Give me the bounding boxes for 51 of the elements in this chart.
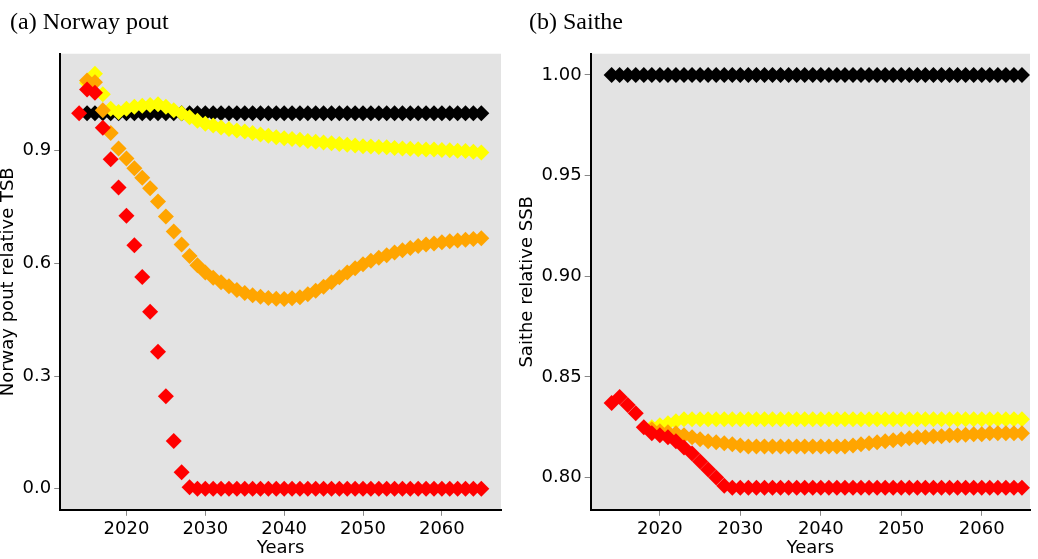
- point: [684, 445, 701, 462]
- point: [173, 464, 190, 481]
- point: [157, 208, 174, 225]
- y-tick-label: 0.90: [541, 263, 582, 285]
- point: [708, 469, 725, 486]
- point: [110, 179, 127, 196]
- x-tick-label: 2020: [103, 517, 150, 539]
- point: [181, 247, 198, 264]
- point: [118, 207, 135, 224]
- point: [157, 388, 174, 405]
- y-tick-label: 0.6: [22, 251, 52, 273]
- point: [619, 397, 636, 414]
- point: [142, 303, 159, 320]
- point: [102, 151, 119, 168]
- point: [692, 453, 709, 470]
- y-axis-title: Norway pout relative TSB: [0, 167, 18, 397]
- y-tick-label: 1.00: [541, 62, 582, 84]
- y-tick-label: 0.95: [541, 163, 582, 185]
- y-tick-label: 0.85: [541, 364, 582, 386]
- point: [189, 257, 206, 274]
- point: [94, 119, 111, 136]
- point: [150, 193, 166, 210]
- point: [150, 343, 166, 360]
- point: [126, 160, 143, 177]
- chart-title: (b) Saithe: [529, 8, 623, 35]
- point: [165, 223, 182, 240]
- y-axis-title: Saithe relative SSB: [515, 196, 537, 368]
- x-tick-label: 2030: [717, 517, 764, 539]
- x-tick-label: 2020: [636, 517, 683, 539]
- point: [173, 236, 190, 253]
- point: [71, 105, 88, 122]
- y-tick-label: 0.80: [541, 465, 582, 487]
- point: [134, 169, 151, 186]
- x-tick-label: 2060: [958, 517, 1005, 539]
- point: [126, 237, 143, 254]
- point: [118, 150, 135, 167]
- y-tick-label: 0.3: [22, 363, 52, 385]
- point: [700, 461, 717, 478]
- x-tick-label: 2050: [340, 517, 386, 539]
- x-tick-label: 2050: [878, 517, 925, 539]
- point: [611, 389, 628, 406]
- point: [134, 268, 151, 285]
- point: [627, 405, 644, 422]
- y-tick-label: 0.9: [22, 138, 52, 160]
- x-tick-label: 2030: [182, 517, 229, 539]
- point: [165, 433, 182, 450]
- chart-title: (a) Norway pout: [10, 8, 169, 35]
- y-tick-label: 0.0: [22, 476, 52, 498]
- point: [142, 180, 159, 197]
- point: [110, 140, 127, 157]
- x-tick-label: 2060: [418, 517, 465, 539]
